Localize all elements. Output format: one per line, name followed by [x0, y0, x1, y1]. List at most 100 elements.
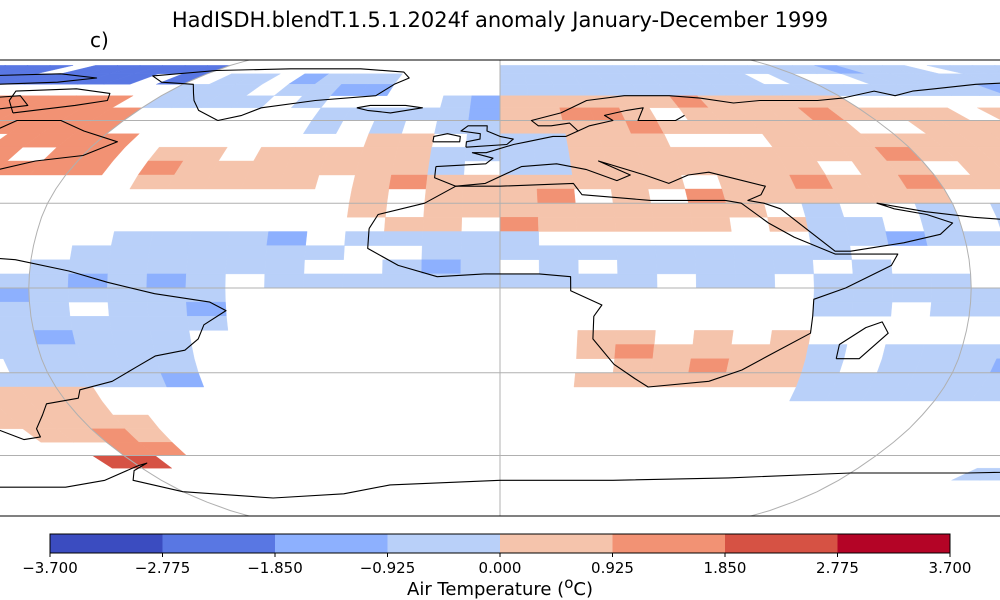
anomaly-cell	[851, 301, 893, 317]
anomaly-cell	[618, 107, 658, 121]
anomaly-cell	[795, 188, 840, 204]
anomaly-cell	[469, 95, 501, 108]
anomaly-cell	[187, 245, 229, 260]
coastline-ireland	[432, 133, 461, 143]
anomaly-cell	[397, 133, 435, 148]
anomaly-cell	[290, 95, 332, 108]
anomaly-cell	[358, 84, 395, 96]
anomaly-cell	[0, 287, 30, 303]
anomaly-cell	[149, 330, 192, 345]
anomaly-cell	[688, 203, 730, 218]
colorbar-segment	[837, 534, 951, 553]
anomaly-cell	[152, 344, 195, 359]
anomaly-cell	[813, 287, 854, 303]
anomaly-cell	[989, 358, 1000, 373]
anomaly-cell	[562, 120, 599, 134]
anomaly-cell	[989, 203, 1000, 218]
anomaly-cell	[0, 330, 38, 345]
anomaly-cell	[652, 217, 694, 232]
anomaly-cell	[149, 231, 192, 246]
anomaly-cell	[652, 344, 694, 359]
anomaly-cell	[36, 344, 80, 359]
anomaly-cell	[559, 107, 595, 121]
anomaly-cell	[832, 188, 878, 204]
anomaly-cell	[565, 133, 603, 148]
anomaly-cell	[869, 372, 916, 388]
anomaly-cell	[384, 217, 424, 232]
anomaly-cell	[186, 259, 227, 275]
anomaly-cell	[0, 273, 30, 289]
anomaly-cell	[499, 120, 534, 134]
anomaly-cell	[537, 217, 578, 232]
anomaly-cell	[977, 107, 1000, 121]
anomaly-cell	[598, 133, 637, 148]
anomaly-cell	[499, 147, 536, 162]
colorbar-segment	[500, 534, 613, 553]
colorbar-label: Air Temperature (oC)	[0, 574, 1000, 600]
anomaly-cell	[695, 259, 736, 275]
anomaly-cell	[107, 259, 149, 275]
coastline-madagascar	[835, 321, 889, 360]
coastline-antarctica	[0, 462, 1000, 499]
anomaly-cell	[767, 217, 809, 232]
anomaly-cell	[0, 147, 24, 162]
anomaly-cell	[107, 273, 148, 289]
anomaly-cell	[391, 160, 430, 176]
anomaly-cell	[531, 120, 566, 134]
anomaly-cell	[538, 245, 579, 260]
anomaly-cell	[576, 217, 616, 232]
anomaly-cell	[655, 245, 696, 260]
anomaly-cell	[716, 174, 760, 190]
anomaly-cell	[147, 316, 190, 331]
colorbar-tick-label: 0.925	[591, 559, 634, 577]
colorbar-tick-label: 2.775	[816, 559, 859, 577]
anomaly-cell	[670, 147, 712, 162]
anomaly-cell	[576, 344, 616, 359]
anomaly-cell	[614, 344, 655, 359]
anomaly-cell	[768, 73, 818, 85]
anomaly-cell	[264, 273, 305, 289]
anomaly-cell	[146, 259, 188, 275]
anomaly-cell	[979, 468, 1000, 481]
anomaly-cell	[108, 316, 151, 331]
anomaly-cell	[650, 203, 692, 218]
anomaly-cell	[578, 273, 619, 289]
anomaly-cell	[735, 273, 776, 289]
anomaly-cell	[690, 217, 732, 232]
anomaly-cell	[846, 231, 890, 246]
anomaly-cell	[246, 160, 290, 176]
anomaly-cell	[129, 174, 175, 190]
anomaly-cell	[383, 231, 424, 246]
anomaly-cell	[108, 245, 151, 260]
anomaly-cell	[970, 386, 1000, 402]
anomaly-cell	[277, 174, 320, 190]
anomaly-cell	[771, 245, 813, 260]
anomaly-cell	[963, 73, 1000, 85]
anomaly-cell	[363, 133, 402, 148]
anomaly-cell	[110, 330, 154, 345]
anomaly-cell	[0, 316, 34, 331]
anomaly-cell	[323, 147, 364, 162]
anomaly-cell	[166, 174, 211, 190]
anomaly-cell	[805, 344, 848, 359]
anomaly-cell	[949, 84, 1000, 96]
anomaly-cell	[41, 358, 86, 373]
anomaly-cell	[468, 107, 501, 121]
anomaly-cell	[601, 147, 642, 162]
anomaly-cell	[499, 95, 531, 108]
anomaly-cell	[421, 245, 462, 260]
anomaly-cell	[949, 65, 1000, 74]
colorbar-tick-label: −0.925	[359, 559, 416, 577]
anomaly-cell	[460, 259, 501, 275]
panel-label: c)	[90, 28, 109, 52]
anomaly-cell	[813, 273, 854, 289]
anomaly-cell	[394, 147, 433, 162]
anomaly-cell	[185, 287, 226, 303]
anomaly-cell	[532, 133, 569, 148]
anomaly-cell	[692, 330, 734, 345]
anomaly-cell	[499, 174, 538, 190]
anomaly-cell	[971, 65, 1000, 74]
anomaly-cell	[914, 358, 959, 373]
anomaly-cell	[962, 231, 1000, 246]
